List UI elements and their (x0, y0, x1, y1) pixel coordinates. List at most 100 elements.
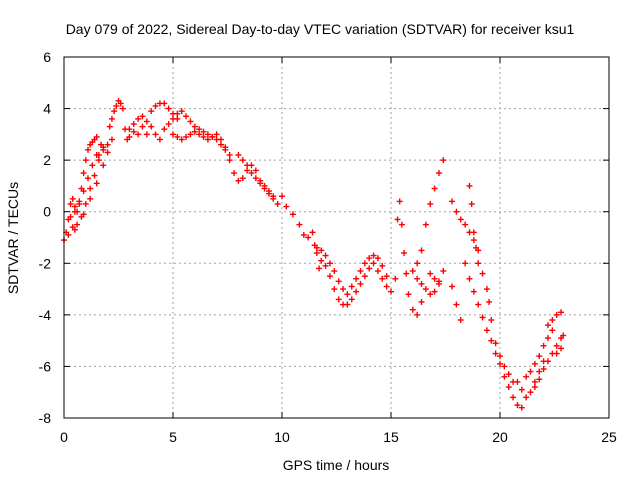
data-point (449, 283, 456, 290)
data-point (486, 298, 493, 305)
data-point (135, 115, 142, 122)
data-point (82, 157, 89, 164)
data-point (93, 133, 100, 140)
data-point (257, 180, 264, 187)
data-point (270, 195, 277, 202)
data-point (89, 162, 96, 169)
data-point (191, 128, 198, 135)
data-point (309, 229, 316, 236)
data-point (383, 283, 390, 290)
data-point (170, 115, 176, 122)
data-point (422, 286, 429, 293)
data-point (361, 260, 368, 267)
data-point (91, 172, 98, 179)
data-point (468, 200, 475, 207)
data-point (497, 353, 503, 360)
data-point (353, 288, 360, 295)
data-points (61, 97, 567, 411)
data-point (156, 136, 163, 143)
data-point (518, 404, 525, 411)
data-point (403, 270, 410, 277)
data-point (326, 273, 333, 280)
y-tick-label: 6 (43, 49, 51, 65)
data-point (139, 123, 146, 130)
data-point (161, 126, 168, 133)
data-point (366, 255, 373, 262)
data-point (322, 252, 329, 259)
data-point (82, 200, 89, 207)
data-point (348, 296, 355, 303)
data-point (80, 211, 87, 218)
data-point (418, 280, 425, 287)
data-point (71, 203, 78, 210)
x-axis-label: GPS time / hours (283, 457, 390, 473)
data-point (217, 136, 224, 143)
data-point (431, 288, 438, 295)
data-point (440, 157, 447, 164)
data-point (435, 278, 442, 285)
y-tick-label: -6 (39, 358, 52, 374)
data-point (318, 257, 325, 264)
data-point (462, 260, 469, 267)
data-point (161, 100, 168, 107)
data-point (222, 144, 229, 151)
plot-frame (63, 56, 610, 419)
data-point (71, 208, 78, 215)
data-point (113, 102, 120, 109)
data-point (483, 327, 490, 334)
data-point (409, 306, 416, 313)
data-point (536, 368, 543, 375)
y-tick-label: 2 (43, 152, 51, 168)
data-point (183, 133, 190, 140)
data-point (289, 211, 296, 218)
y-tick-label: -8 (39, 410, 52, 426)
data-point (148, 123, 155, 130)
x-tick-label: 5 (169, 429, 177, 445)
data-point (414, 260, 421, 267)
data-point (126, 126, 133, 133)
data-point (76, 200, 83, 207)
data-point (501, 363, 508, 370)
data-point (449, 198, 456, 205)
data-point (104, 149, 111, 156)
data-point (531, 384, 538, 391)
data-point (108, 115, 115, 122)
data-point (204, 131, 211, 138)
data-point (148, 108, 155, 115)
data-point (383, 273, 390, 280)
data-point (473, 244, 480, 251)
data-point (523, 394, 530, 401)
data-point (74, 221, 81, 228)
data-point (174, 110, 181, 117)
data-point (84, 146, 91, 153)
data-point (67, 213, 74, 220)
data-point (344, 301, 351, 308)
tick-labels: 0 5 10 15 20 25 -8 -6 -4 -2 0 2 4 6 (39, 49, 617, 445)
data-point (261, 182, 268, 189)
data-point (427, 270, 434, 277)
data-point (71, 226, 78, 233)
data-point (235, 151, 242, 158)
data-point (313, 244, 320, 251)
data-point (431, 275, 438, 282)
data-point (379, 275, 386, 282)
data-point (370, 260, 377, 267)
data-point (322, 262, 329, 269)
data-point (418, 247, 425, 254)
data-point (488, 317, 495, 324)
data-point (165, 121, 172, 128)
data-point (353, 275, 360, 282)
data-point (457, 317, 464, 324)
data-point (340, 286, 347, 293)
data-point (200, 133, 207, 140)
data-point (183, 113, 190, 120)
axis-ticks (63, 56, 610, 419)
data-point (405, 291, 412, 298)
data-point (300, 231, 307, 238)
data-point (152, 102, 159, 109)
data-point (427, 200, 434, 207)
data-point (409, 268, 416, 275)
data-point (527, 368, 534, 375)
data-point (379, 262, 386, 269)
data-point (130, 128, 137, 135)
